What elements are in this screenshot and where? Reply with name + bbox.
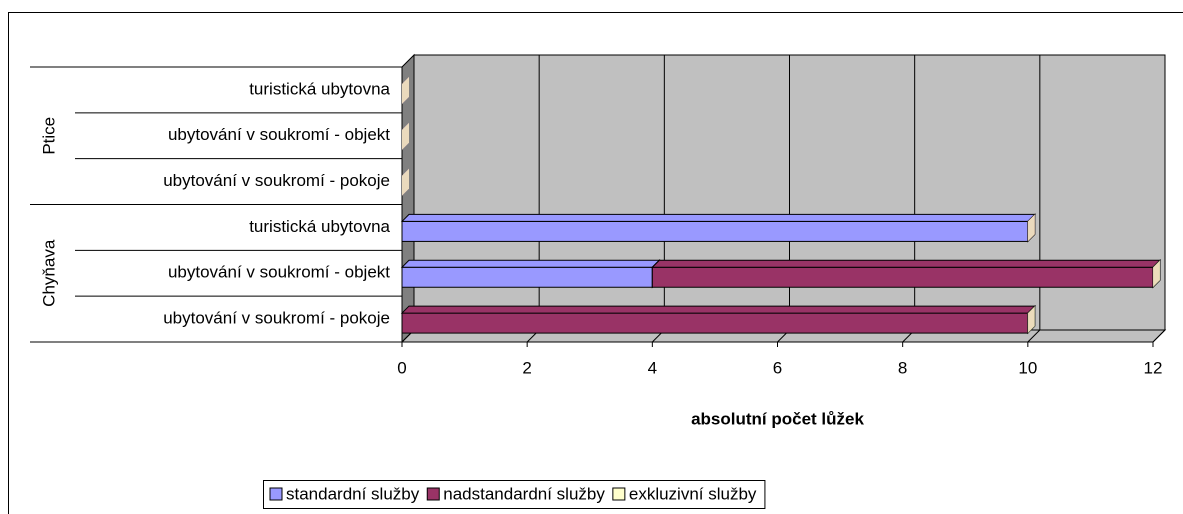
bar-front xyxy=(401,312,1029,334)
y-tick-label: turistická ubytovna xyxy=(249,217,390,236)
bar-top xyxy=(400,213,1037,222)
x-tick-label: 10 xyxy=(1018,358,1037,377)
bar-top xyxy=(400,305,1037,314)
bar-segment xyxy=(400,259,661,289)
x-tick-label: 0 xyxy=(397,358,406,377)
y-tick-label: ubytování v soukromí - pokoje xyxy=(163,309,390,328)
legend-swatch xyxy=(426,487,440,501)
bar-side xyxy=(1153,260,1160,288)
legend-label: nadstandardní služby xyxy=(443,484,605,503)
bar-side xyxy=(402,76,409,104)
bar-front xyxy=(401,220,1029,242)
legend-swatch xyxy=(612,487,626,501)
y-tick-label: ubytování v soukromí - objekt xyxy=(168,263,390,282)
bar-segment xyxy=(651,259,1162,289)
bar-segment xyxy=(400,304,1037,335)
y-tick-label: ubytování v soukromí - objekt xyxy=(168,125,390,144)
bar-front xyxy=(651,266,1154,288)
bar-top xyxy=(651,259,1162,268)
legend-label: standardní služby xyxy=(286,484,420,503)
bar-front xyxy=(401,266,653,288)
floor-grid-line xyxy=(1027,329,1041,343)
y-tick-label: ubytování v soukromí - pokoje xyxy=(163,171,390,190)
group-label: Chyňava xyxy=(39,239,58,307)
bar-segment xyxy=(1027,306,1035,334)
y-tick-label: turistická ubytovna xyxy=(249,79,390,98)
legend-box xyxy=(263,480,766,509)
bar-segment xyxy=(1027,214,1035,242)
x-tick-label: 8 xyxy=(898,358,907,377)
bar-segment xyxy=(402,122,409,150)
x-axis-title: absolutní počet lůžek xyxy=(691,409,864,428)
bar-top xyxy=(400,259,661,268)
legend: standardní služby nadstandardní služby exk… xyxy=(263,480,766,509)
bar-segment xyxy=(402,76,409,104)
bar-segment xyxy=(400,213,1037,243)
legend-label: exkluzivní služby xyxy=(629,484,757,503)
group-label: Ptice xyxy=(39,117,58,155)
bar-side xyxy=(1027,306,1035,334)
floor-grid-line xyxy=(1152,329,1166,343)
bar-segment xyxy=(402,168,409,196)
x-tick-label: 2 xyxy=(522,358,531,377)
x-tick-label: 6 xyxy=(773,358,782,377)
legend-swatch xyxy=(269,487,283,501)
x-tick-label: 12 xyxy=(1144,358,1163,377)
bar-segment xyxy=(1153,260,1160,288)
bar-side xyxy=(402,168,409,196)
bar-side xyxy=(402,122,409,150)
x-tick-label: 4 xyxy=(648,358,657,377)
bar-side xyxy=(1027,214,1035,242)
